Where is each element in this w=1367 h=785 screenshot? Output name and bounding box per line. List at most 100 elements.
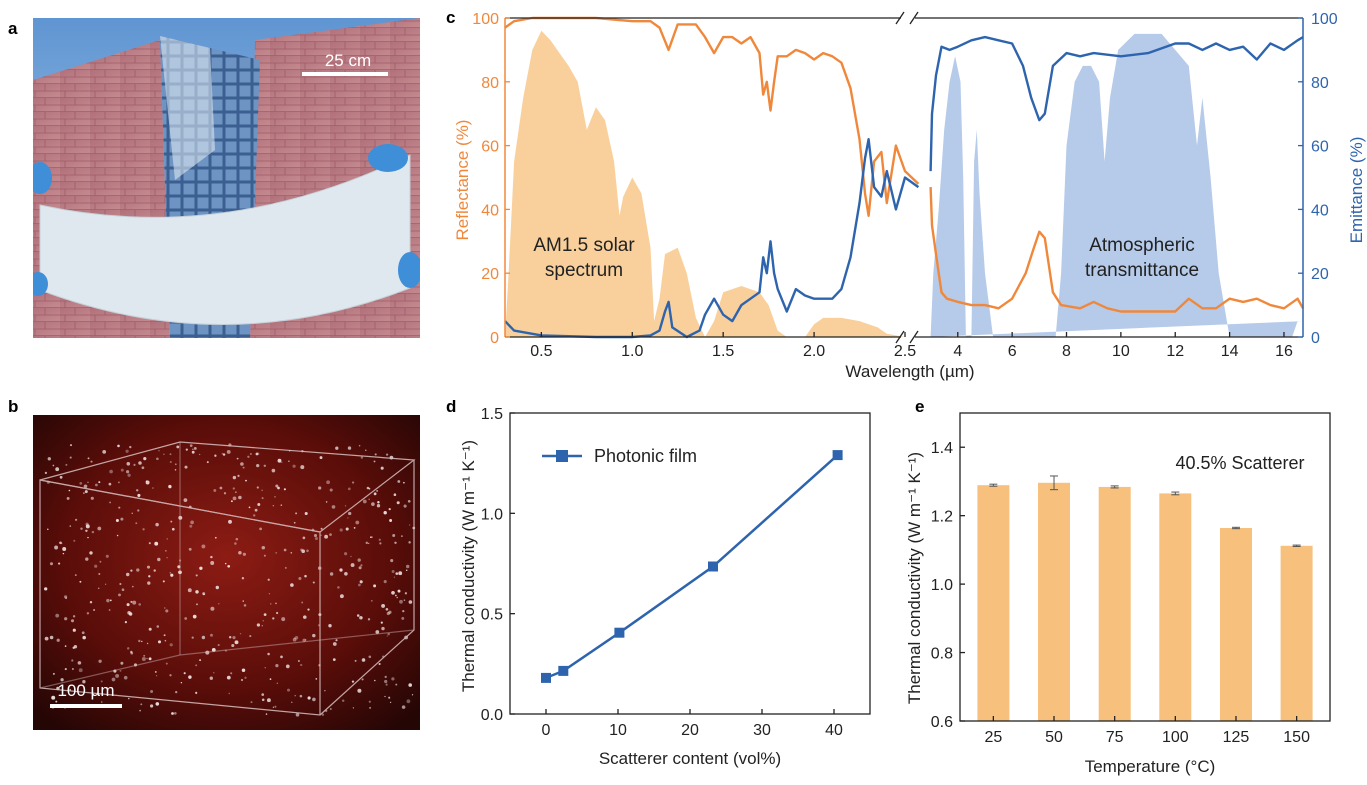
scatterer-particle [344, 571, 348, 576]
scatterer-particle [215, 585, 219, 590]
scatterer-particle [403, 599, 406, 601]
scatterer-particle [62, 547, 67, 551]
scatterer-particle [241, 668, 246, 673]
scatterer-particle [266, 698, 271, 703]
scale-bar-a-label: 25 cm [325, 51, 371, 70]
scatterer-particle [388, 508, 391, 511]
scatterer-particle [261, 625, 264, 627]
scatterer-particle [367, 618, 371, 621]
d-ytick-label: 1.0 [481, 506, 503, 523]
scatterer-particle [166, 538, 168, 540]
scatterer-particle [390, 559, 394, 563]
scatterer-particle [164, 607, 166, 609]
scatterer-particle [401, 616, 405, 620]
scatterer-particle [365, 541, 369, 545]
scatterer-particle [141, 466, 145, 470]
d-data-point [708, 561, 718, 572]
c-break-mark [895, 11, 905, 25]
glove-right-bottom [398, 252, 420, 288]
c-xtick-label: 10 [1112, 343, 1130, 360]
scatterer-particle [87, 457, 90, 460]
scatterer-particle [116, 534, 119, 537]
scatterer-particle [329, 572, 334, 576]
scatterer-particle [97, 526, 102, 531]
scatterer-particle [339, 594, 344, 599]
scatterer-particle [85, 529, 88, 533]
scatterer-particle [304, 574, 307, 578]
d-legend-marker [556, 450, 568, 462]
scatterer-particle [361, 678, 364, 681]
scatterer-particle [93, 609, 96, 611]
scatterer-particle [118, 593, 121, 597]
scatterer-particle [54, 545, 59, 550]
scatterer-particle [60, 678, 64, 682]
scatterer-particle [180, 681, 183, 684]
scatterer-particle [141, 657, 146, 661]
e-bar [1280, 545, 1313, 721]
scatterer-particle [109, 469, 113, 474]
c-ytick-label-left: 20 [481, 266, 499, 283]
scatterer-particle [249, 635, 252, 638]
c-axes [504, 11, 1304, 344]
scatterer-particle [293, 637, 296, 639]
d-axes [509, 412, 871, 715]
scatterer-particle [298, 660, 300, 662]
panel-d-label: d [446, 397, 456, 416]
scatterer-particle [126, 647, 130, 650]
d-xtick-label: 10 [609, 722, 627, 739]
scatterer-particle [189, 444, 193, 447]
scatterer-particle [201, 544, 206, 549]
scatterer-particle [165, 662, 168, 665]
scatterer-particle [90, 460, 93, 463]
d-tick-labels: 0 10 20 30 40 0.0 0.5 1.0 1.5 [481, 406, 843, 739]
scatterer-particle [360, 564, 363, 567]
scatterer-particle [55, 700, 58, 703]
scatterer-particle [408, 683, 412, 687]
scatterer-particle [189, 524, 193, 528]
scatterer-particle [85, 557, 89, 561]
scatterer-particle [169, 453, 172, 456]
e-ytick-label: 1.4 [931, 440, 953, 457]
e-bar [977, 485, 1010, 721]
scatterer-particle [184, 465, 188, 469]
d-ytick-label: 1.5 [481, 406, 503, 423]
c-ytick-label-left: 100 [472, 11, 499, 28]
scatterer-particle [275, 611, 279, 615]
scatterer-particle [150, 690, 154, 693]
e-x-axis-label: Temperature (°C) [1085, 757, 1216, 776]
scatterer-particle [232, 475, 237, 480]
scatterer-particle [300, 465, 305, 470]
scatterer-particle [368, 498, 370, 501]
scatterer-particle [280, 655, 283, 659]
scatterer-particle [91, 530, 95, 534]
c-xtick-label: 2.5 [894, 343, 916, 360]
c-line-reflectance-solar [504, 16, 920, 217]
scatterer-particle [384, 695, 386, 698]
scatterer-particle [188, 547, 192, 551]
scatterer-particle [79, 580, 82, 583]
scatterer-particle [210, 561, 215, 565]
e-bar [1098, 486, 1131, 721]
scatterer-particle [78, 668, 83, 673]
scatterer-particle [303, 615, 307, 619]
scatterer-particle [292, 637, 297, 642]
d-xtick-label: 40 [825, 722, 843, 739]
scatterer-particle [169, 674, 172, 677]
scatterer-particle [374, 679, 376, 682]
scatterer-particle [408, 541, 411, 544]
scatterer-particle [52, 464, 55, 467]
scatterer-particle [402, 610, 405, 613]
scatterer-particle [90, 496, 94, 500]
scatterer-particle [300, 548, 303, 552]
c-xtick-label: 8 [1062, 343, 1071, 360]
scatterer-particle [381, 603, 386, 608]
scatterer-particle [97, 587, 100, 589]
scatterer-particle [312, 697, 316, 702]
scatterer-particle [348, 511, 352, 516]
scatterer-particle [192, 614, 197, 619]
scatterer-particle [223, 492, 227, 495]
scatterer-particle [157, 557, 161, 562]
scatterer-particle [404, 592, 408, 595]
scatterer-particle [143, 457, 147, 461]
scatterer-particle [59, 541, 62, 545]
